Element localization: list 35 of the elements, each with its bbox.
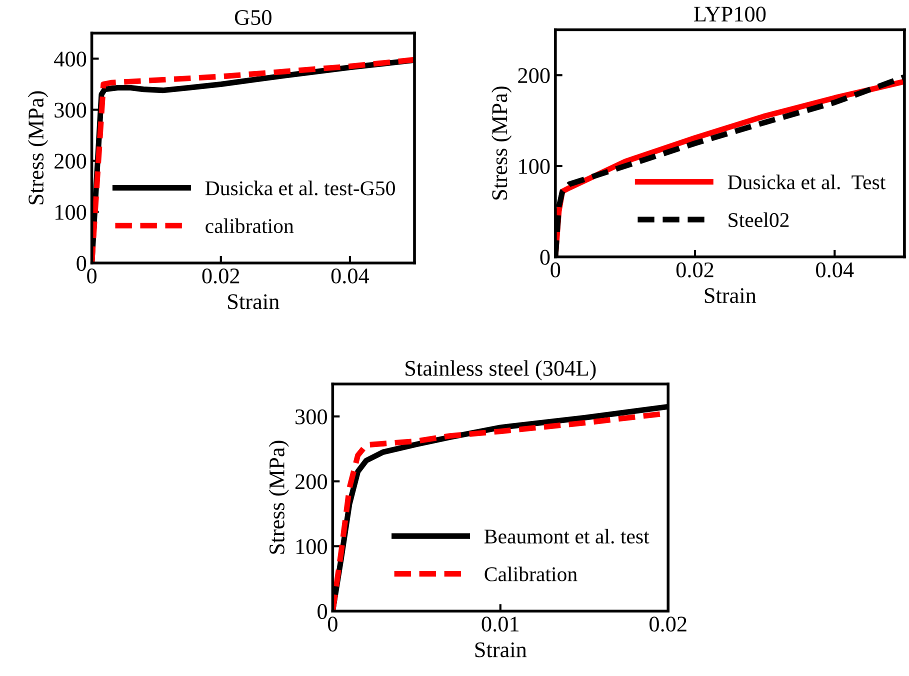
x-axis-title: Strain — [704, 288, 756, 304]
x-tick-label: 0.02 — [650, 616, 686, 632]
y-tick-label: 200 — [54, 154, 86, 169]
y-tick-label: 0 — [540, 250, 550, 265]
y-axis-title: Stress (MPa) — [28, 91, 48, 204]
chart-title: Stainless steel (304L) — [406, 360, 596, 380]
legend-label: Dusicka et al. test-G50 — [205, 180, 395, 196]
y-tick-label: 0 — [318, 604, 327, 620]
legend-label: Beaumont et al. test — [484, 528, 650, 544]
x-tick-label: 0 — [550, 262, 560, 278]
legend-label: Dusicka et al. Test — [728, 174, 886, 190]
chart-title: LYP100 — [694, 6, 766, 22]
y-axis-title: Stress (MPa) — [268, 440, 289, 554]
y-tick-label: 300 — [54, 102, 86, 118]
y-axis-title: Stress (MPa) — [491, 86, 512, 200]
x-tick-label: 0.02 — [676, 262, 714, 278]
x-tick-label: 0 — [328, 616, 338, 632]
y-tick-label: 400 — [54, 52, 86, 67]
y-tick-label: 300 — [296, 409, 327, 424]
x-tick-label: 0.04 — [816, 262, 854, 278]
x-axis-title: Strain — [475, 642, 527, 658]
x-tick-label: 0 — [87, 268, 97, 284]
legend-label: Calibration — [484, 566, 578, 582]
x-axis-title: Strain — [228, 294, 280, 310]
y-tick-label: 200 — [295, 474, 327, 490]
x-tick-label: 0.02 — [202, 268, 240, 284]
x-tick-label: 0.04 — [331, 268, 370, 284]
legend-label: Steel02 — [728, 212, 789, 228]
chart-title: G50 — [234, 10, 272, 26]
legend-label: calibration — [206, 218, 294, 234]
y-tick-label: 100 — [296, 539, 327, 554]
y-tick-label: 200 — [518, 68, 550, 84]
y-tick-label: 100 — [519, 158, 550, 174]
y-tick-label: 100 — [56, 204, 86, 220]
x-tick-label: 0.01 — [482, 616, 519, 632]
